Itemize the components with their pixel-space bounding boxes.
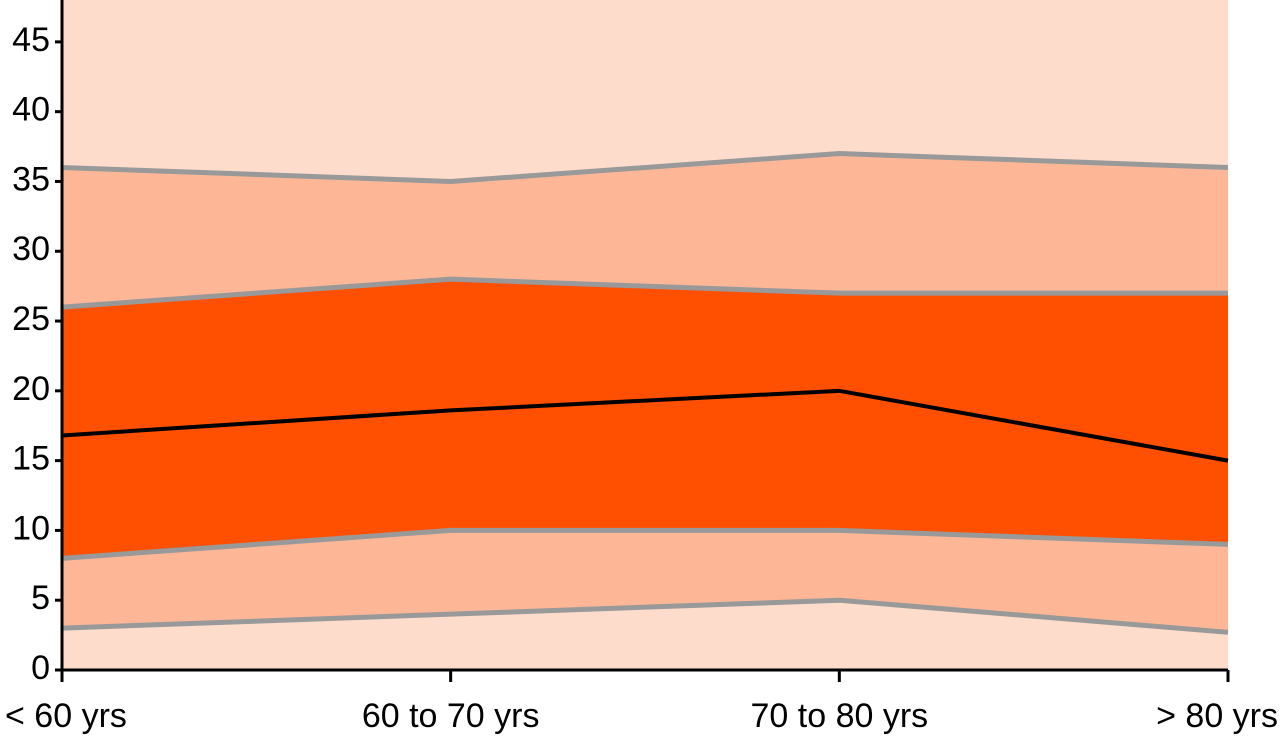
y-tick-label: 20 <box>12 370 50 408</box>
y-tick-label: 5 <box>31 579 50 617</box>
band <box>62 390 1228 559</box>
y-tick-label: 10 <box>12 509 50 547</box>
series-line <box>61 276 1228 310</box>
x-tick-label: < 60 yrs <box>5 697 127 735</box>
y-tick-label: 40 <box>12 91 50 129</box>
band <box>62 153 1228 308</box>
series-line <box>61 151 1229 184</box>
y-tick-label: 25 <box>12 300 50 338</box>
x-tick-label: 70 to 80 yrs <box>751 697 929 735</box>
x-tick-label: > 80 yrs <box>1156 697 1278 735</box>
y-tick-label: 15 <box>12 440 50 478</box>
series-line <box>61 527 1229 561</box>
x-tick-label: 60 to 70 yrs <box>362 697 540 735</box>
y-tick-label: 35 <box>12 160 50 198</box>
series-line <box>61 388 1229 463</box>
series-line <box>61 597 1229 635</box>
y-tick-label: 45 <box>12 21 50 59</box>
y-tick-label: 0 <box>31 649 50 687</box>
y-tick-label: 30 <box>12 230 50 268</box>
